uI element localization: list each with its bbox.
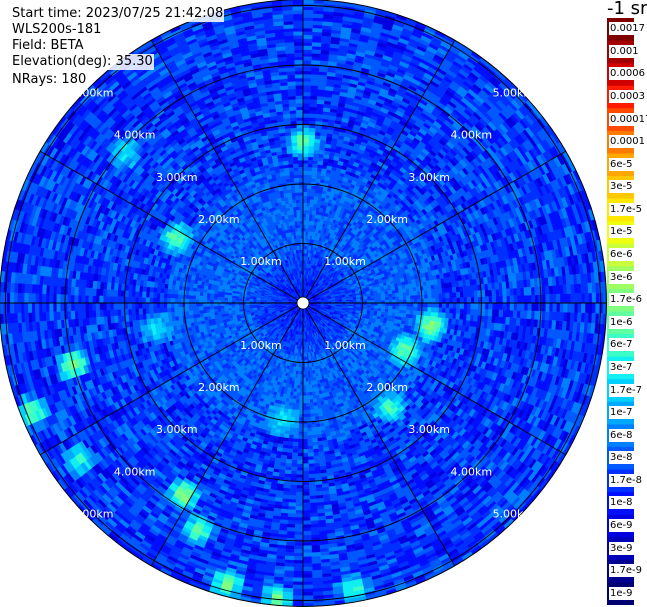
range-label: 4.00km [451,465,493,478]
ppi-plot: 1.00km 2.00km 3.00km 4.00km 5.00km 1.00km 2.00… [0,0,607,607]
range-label: 1.00km [240,339,282,352]
colorbar-label: 3e-6 [609,270,634,284]
radar-center-marker [296,296,310,310]
colorbar-label: 6e-9 [609,518,634,532]
range-label: 3.00km [156,171,198,184]
colorbar-label: 3e-7 [609,360,634,374]
spoke-330 [150,39,304,304]
range-label: 3.00km [156,423,198,436]
colorbar-label: 0.0003 [609,90,646,104]
colorbar-label: 6e-7 [609,338,634,352]
colorbar-label: 3e-8 [609,451,634,465]
beta-cell-group [37,124,449,604]
colorbar-label: 0.0006 [609,67,646,81]
range-label: 1.00km [324,255,366,268]
range-label: 1.00km [324,339,366,352]
colorbar-label: 1e-7 [609,406,634,420]
colorbar-label: 6e-6 [609,248,634,262]
elevation-text: Elevation(deg): 35.30 [11,54,154,70]
colorbar-label: 3e-9 [609,541,634,555]
colorbar-label: 1.7e-5 [609,202,644,216]
colorbar-units: -1 sr [607,0,647,19]
range-label: 2.00km [198,213,240,226]
beta-cell-group [0,0,606,603]
colorbar [607,18,634,605]
azimuth-spokes [0,0,607,607]
range-label: 2.00km [198,381,240,394]
range-label: 5.00km [72,507,114,520]
range-label: 4.00km [114,465,156,478]
range-label: 5.00km [72,87,114,100]
colorbar-label: 1.7e-8 [609,473,644,487]
colorbar-label: 6e-8 [609,428,634,442]
range-label: 4.00km [451,129,493,142]
colorbar-label: 1.7e-9 [609,564,644,578]
colorbar-label: 3e-5 [609,180,634,194]
field-text: Field: BETA [11,38,85,54]
beta-cell-group [70,324,434,599]
colorbar-label: 0.0017 [609,22,646,36]
range-label: 4.00km [114,129,156,142]
colorbar-label: 1e-6 [609,315,634,329]
colorbar-label: 1.7e-7 [609,383,644,397]
range-label: 2.00km [366,381,408,394]
colorbar-label: 6e-5 [609,157,634,171]
colorbar-label: 0.001 [609,44,640,58]
colorbar-label: 0.0001 [609,135,646,149]
spoke-150 [302,302,456,567]
range-label: 1.00km [240,255,282,268]
spoke-120 [302,302,567,456]
start-time-text: Start time: 2023/07/25 21:42:08 [11,6,225,22]
spoke-210 [150,302,304,567]
colorbar-label: 1e-5 [609,225,634,239]
colorbar-label: 1e-8 [609,496,634,510]
range-label: 3.00km [408,423,450,436]
beta-cell-group [429,320,435,327]
colorbar-label: 1.7e-6 [609,293,644,307]
colorbar-label: 1e-9 [609,586,634,600]
instrument-text: WLS200s-181 [11,22,103,38]
spoke-30 [302,39,456,304]
range-label: 3.00km [408,171,450,184]
spoke-300 [39,150,304,304]
range-labels: 1.00km 2.00km 3.00km 4.00km 5.00km 1.00km 2.00… [72,87,534,521]
range-label: 5.00km [493,507,535,520]
range-label: 5.00km [493,87,535,100]
spoke-60 [302,150,567,304]
colorbar-label: 0.00017 [609,112,647,126]
nrays-text: NRays: 180 [11,72,88,88]
spoke-240 [39,302,304,456]
center-dot [296,296,310,310]
range-label: 2.00km [366,213,408,226]
